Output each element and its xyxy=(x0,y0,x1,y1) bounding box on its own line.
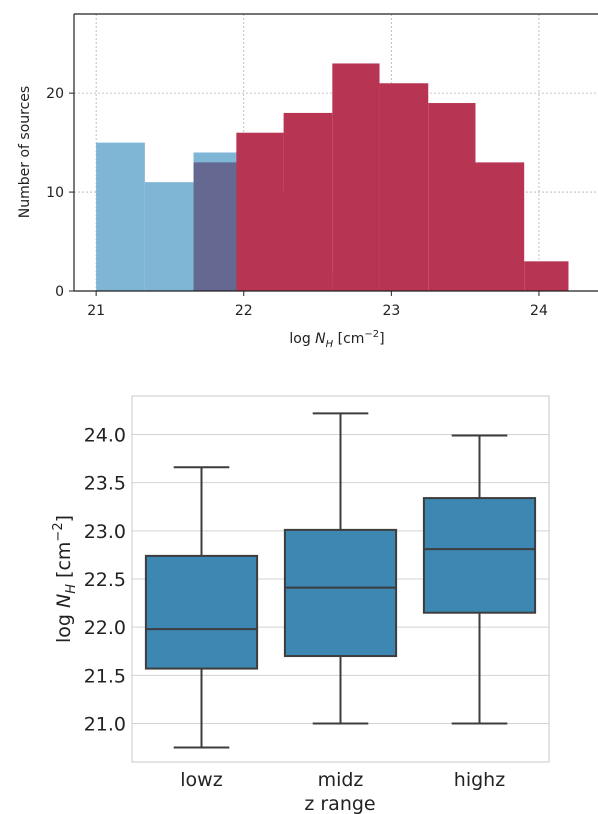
histogram-bar-series-3 xyxy=(524,261,569,291)
boxplot-y-tick-label: 24.0 xyxy=(84,425,126,447)
histogram-bar-series-1 xyxy=(144,182,194,291)
histogram-x-label-prefix: log xyxy=(289,331,315,347)
histogram-x-label-unit-close: ] xyxy=(379,331,384,347)
boxplot-y-axis-label: log NH [cm−2] xyxy=(51,515,79,643)
boxplot-marks xyxy=(144,412,537,749)
boxplot-box xyxy=(283,528,398,658)
boxplot-y-tick-label: 22.5 xyxy=(84,569,126,591)
boxplot-tick-labels: 21.0 21.5 22.0 22.5 23.0 23.5 24.0 lowz midz high… xyxy=(84,425,506,791)
histogram-x-tick-label: 21 xyxy=(87,303,105,319)
histogram-x-tick-label: 24 xyxy=(530,303,548,319)
histogram-bar-series-3 xyxy=(283,112,333,291)
boxplot-box xyxy=(422,497,537,614)
boxplot-y-label-unit-open: [cm xyxy=(53,542,75,584)
histogram-x-tick-label: 23 xyxy=(382,303,400,319)
boxplot-x-tick-label: highz xyxy=(454,769,505,791)
histogram-x-label-sub: H xyxy=(326,339,334,350)
boxplot-y-tick-label: 22.0 xyxy=(84,617,126,639)
histogram-x-label-sup: −2 xyxy=(364,329,379,340)
boxplot-frame xyxy=(131,395,550,763)
boxplot-x-axis-label: z range xyxy=(304,793,375,814)
boxplot-panel: 21.0 21.5 22.0 22.5 23.0 23.5 24.0 lowz midz high… xyxy=(51,395,550,814)
histogram-bar-series-3 xyxy=(332,63,380,291)
boxplot-box xyxy=(144,554,259,670)
boxplot-y-tick-label: 23.5 xyxy=(84,473,126,495)
histogram-y-tick-label: 0 xyxy=(55,284,64,300)
histogram-x-label-unit-open: [cm xyxy=(333,331,364,347)
histogram-bars xyxy=(96,63,569,292)
histogram-bar-series-3 xyxy=(236,132,284,291)
boxplot-y-label-prefix: log xyxy=(53,608,75,643)
boxplot-x-tick-label: lowz xyxy=(180,769,222,791)
histogram-y-tick-label: 20 xyxy=(46,86,64,102)
histogram-axes xyxy=(69,13,598,296)
boxplot-x-tick-label: midz xyxy=(318,769,364,791)
histogram-x-tick-label: 22 xyxy=(235,303,253,319)
histogram-bar-series-3 xyxy=(475,162,525,291)
histogram-x-label-symbol: N xyxy=(315,331,326,347)
histogram-panel: 21 22 23 24 0 10 20 log NH [cm−2] Number of so… xyxy=(17,13,598,350)
boxplot-y-label-sup: −2 xyxy=(51,522,66,541)
boxplot-y-label-unit-close: ] xyxy=(53,515,75,522)
histogram-bar-series-3 xyxy=(379,83,429,291)
histogram-y-tick-label: 10 xyxy=(46,185,64,201)
boxplot-y-label-sub: H xyxy=(64,584,79,594)
histogram-tick-labels: 21 22 23 24 0 10 20 xyxy=(46,86,548,319)
boxplot-y-tick-label: 21.0 xyxy=(84,713,126,735)
boxplot-y-tick-label: 23.0 xyxy=(84,521,126,543)
boxplot-y-tick-label: 21.5 xyxy=(84,665,126,687)
histogram-y-axis-label: Number of sources xyxy=(17,86,33,218)
boxplot-y-label-symbol: N xyxy=(53,594,75,608)
histogram-bar-series-2 xyxy=(193,162,244,291)
histogram-bar-series-3 xyxy=(428,103,476,292)
histogram-x-axis-label: log NH [cm−2] xyxy=(289,329,384,350)
histogram-bar-series-1 xyxy=(96,142,145,291)
